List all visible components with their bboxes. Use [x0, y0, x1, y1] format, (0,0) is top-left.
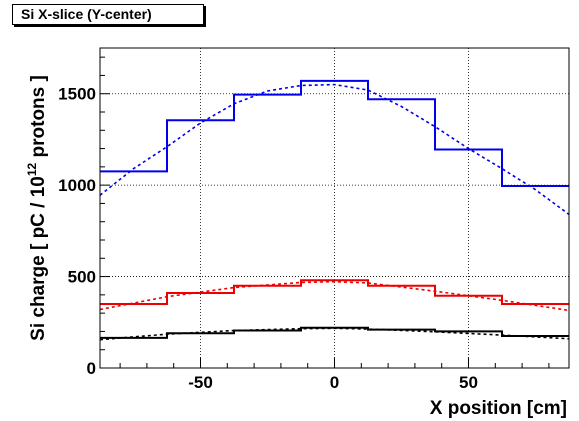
- x-axis-label: X position [cm]: [430, 398, 567, 419]
- y-tick-label: 1500: [58, 85, 96, 104]
- y-axis-label: Si charge [ pC / 1012 protons ]: [25, 75, 49, 341]
- y-tick-label: 500: [68, 268, 96, 287]
- y-tick-label: 0: [87, 359, 96, 378]
- y-tick-label: 1000: [58, 176, 96, 195]
- series-0-fit: [99, 83, 570, 216]
- x-tick-label: 0: [330, 373, 339, 392]
- chart-title: Si X-slice (Y-center): [12, 4, 204, 25]
- series-1-histogram: [100, 279, 569, 305]
- y-axis-label-before: Si charge [ pC / 10: [28, 176, 49, 341]
- x-tick-label: 50: [459, 373, 478, 392]
- series-1-fit: [99, 280, 570, 312]
- series-layer: [99, 79, 570, 341]
- y-axis-label-after: protons ]: [28, 75, 49, 163]
- y-axis-label-superscript: 12: [25, 162, 39, 176]
- series-0-histogram: [100, 79, 569, 188]
- grid-lines: [100, 48, 569, 368]
- x-tick-label: -50: [188, 373, 213, 392]
- series-2-fit: [99, 327, 570, 341]
